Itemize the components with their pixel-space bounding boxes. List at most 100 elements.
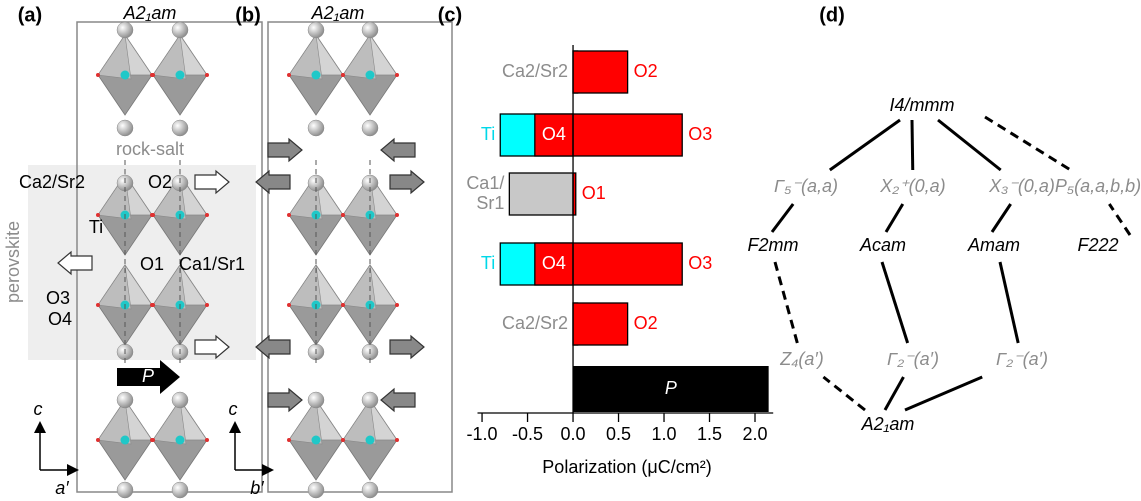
region-label: rock-salt <box>116 139 184 159</box>
edge <box>886 204 903 232</box>
displacement-arrow <box>381 389 415 411</box>
o-atom <box>151 438 155 442</box>
space-group: A2₁am <box>311 3 365 23</box>
category-label: Ca2/Sr2 <box>502 61 568 81</box>
node: F222 <box>1077 235 1118 255</box>
atom-label: O2 <box>148 172 172 192</box>
o-atom <box>341 438 345 442</box>
panel-label: (b) <box>235 4 261 26</box>
x-axis-label: Polarization (μC/cm²) <box>542 457 711 477</box>
node: Acam <box>859 235 906 255</box>
o-atom <box>205 213 209 217</box>
displacement-arrow <box>390 336 424 358</box>
o-atom <box>287 438 291 442</box>
bar <box>509 173 573 215</box>
o-atom <box>287 303 291 307</box>
figure: (a)A2₁amrock-saltperovskiteCa2/Sr2O2TiO1… <box>0 0 1141 501</box>
ca-atom <box>172 392 188 408</box>
panel-label: (c) <box>438 4 462 26</box>
o-atom <box>151 73 155 77</box>
space-group: A2₁am <box>123 3 177 23</box>
edge <box>823 377 865 410</box>
edge-label: X₂⁺(0,a) <box>879 176 945 196</box>
o-atom <box>395 73 399 77</box>
ca-atom <box>117 392 133 408</box>
atom-label: O4 <box>48 309 72 329</box>
ca-atom <box>308 22 324 38</box>
o-atom <box>287 73 291 77</box>
displacement-arrow <box>268 139 302 161</box>
edge-label: X₃⁻(0,a) <box>988 176 1055 196</box>
o-atom <box>151 303 155 307</box>
o-atom <box>395 438 399 442</box>
x-tick-label: 2.0 <box>742 424 767 444</box>
x-tick-label: -0.5 <box>512 424 543 444</box>
bar <box>573 303 628 345</box>
edge <box>992 204 1011 232</box>
displacement-arrow <box>256 336 290 358</box>
ca-atom <box>117 482 133 498</box>
atom-label: Ti <box>89 217 103 237</box>
atom-label: Ca1/Sr1 <box>179 254 245 274</box>
edge <box>830 120 900 170</box>
o-atom <box>96 303 100 307</box>
ca-atom <box>172 120 188 136</box>
panel-label: (a) <box>18 4 42 26</box>
axis-label: c <box>34 399 43 419</box>
ca-atom <box>362 120 378 136</box>
edge <box>938 120 1001 170</box>
edge <box>882 262 908 343</box>
o-atom <box>341 213 345 217</box>
edge-label: P₅(a,a,b,b) <box>1055 176 1141 196</box>
displacement-arrow <box>390 171 424 193</box>
edge <box>1109 204 1130 235</box>
o-atom <box>395 303 399 307</box>
ca-atom <box>308 120 324 136</box>
bar-label: O3 <box>688 124 712 144</box>
o-atom <box>287 213 291 217</box>
edge <box>912 120 913 170</box>
edge-label: Γ₂⁻(a′) <box>996 349 1048 369</box>
bar-label: O2 <box>634 61 658 81</box>
o-atom <box>96 73 100 77</box>
x-tick-label: 0.5 <box>606 424 631 444</box>
edge-label: Γ₂⁻(a′) <box>887 349 939 369</box>
ca-atom <box>172 22 188 38</box>
bar <box>573 51 628 93</box>
o-atom <box>205 438 209 442</box>
category-label: Ca1/Sr1 <box>466 173 504 213</box>
ti-atom <box>176 436 185 445</box>
ca-atom <box>308 482 324 498</box>
category-label: Ti <box>481 124 495 144</box>
ca-atom <box>117 120 133 136</box>
edge <box>772 204 793 232</box>
total-label: P <box>665 378 677 398</box>
x-tick-label: 1.0 <box>652 424 677 444</box>
x-tick-label: 1.5 <box>697 424 722 444</box>
ti-atom <box>121 436 130 445</box>
bar-label: O2 <box>634 313 658 333</box>
ti-atom <box>366 436 375 445</box>
o-atom <box>341 303 345 307</box>
x-tick-label: 0.0 <box>561 424 586 444</box>
atom-label: Ca2/Sr2 <box>19 172 85 192</box>
o-atom <box>341 73 345 77</box>
bar-label: O1 <box>582 183 606 203</box>
ca-atom <box>362 22 378 38</box>
bar <box>573 243 682 285</box>
axis-label: c <box>229 399 238 419</box>
axis-label: b′ <box>250 478 264 498</box>
polarization-label: P <box>142 366 154 386</box>
ca-atom <box>172 482 188 498</box>
bar-label: O4 <box>542 253 566 273</box>
x-tick-label: -1.0 <box>467 424 498 444</box>
edge <box>775 262 797 343</box>
ti-atom <box>366 71 375 80</box>
node: F2mm <box>748 235 799 255</box>
edge <box>885 377 903 410</box>
ti-atom <box>176 71 185 80</box>
edge <box>1000 262 1018 343</box>
atom-label: O1 <box>140 254 164 274</box>
